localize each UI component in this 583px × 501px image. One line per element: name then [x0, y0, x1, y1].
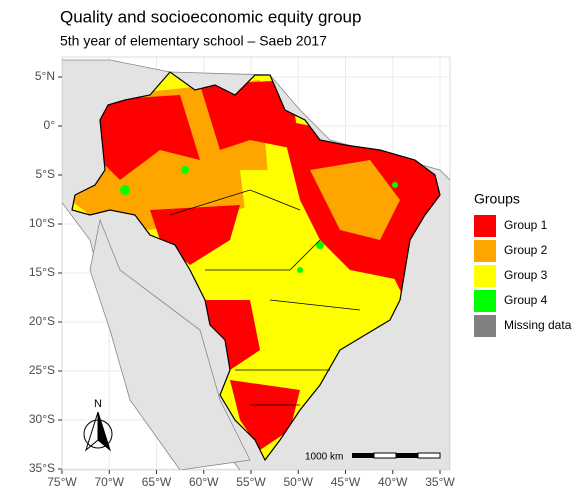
legend-swatch — [474, 215, 496, 237]
x-tick-label: 75°W — [47, 475, 77, 489]
legend-swatch — [474, 315, 496, 337]
legend-swatch — [474, 265, 496, 287]
y-tick-label: 15°S — [29, 265, 55, 279]
legend: Groups Group 1 Group 2 Group 3 Group 4 Missi… — [474, 191, 572, 337]
scale-label: 1000 km — [305, 452, 343, 463]
x-tick-label: 70°W — [95, 475, 125, 489]
legend-swatch — [474, 290, 496, 312]
x-tick-label: 60°W — [189, 475, 219, 489]
x-tick-label: 45°W — [331, 475, 361, 489]
y-tick-label: 30°S — [29, 412, 55, 426]
x-tick-label: 65°W — [142, 475, 172, 489]
legend-label: Group 3 — [504, 268, 548, 282]
y-tick-label: 5°S — [36, 167, 55, 181]
y-tick-label: 20°S — [29, 314, 55, 328]
north-label: N — [94, 398, 102, 410]
map-panel: N 1000 km — [62, 57, 450, 470]
x-tick-label: 50°W — [284, 475, 314, 489]
legend-title: Groups — [474, 191, 520, 207]
legend-label: Missing data — [504, 318, 572, 332]
y-tick-label: 0° — [44, 118, 56, 132]
title: Quality and socioeconomic equity group — [60, 7, 361, 26]
y-tick-label: 35°S — [29, 461, 55, 475]
legend-label: Group 2 — [504, 243, 548, 257]
y-tick-label: 5°N — [35, 69, 55, 83]
y-tick-label: 25°S — [29, 363, 55, 377]
legend-label: Group 1 — [504, 218, 548, 232]
x-tick-label: 40°W — [378, 475, 408, 489]
subtitle: 5th year of elementary school – Saeb 201… — [60, 33, 327, 49]
y-tick-label: 10°S — [29, 216, 55, 230]
north-arrow: N — [83, 398, 113, 452]
x-tick-label: 55°W — [236, 475, 266, 489]
legend-label: Group 4 — [504, 293, 548, 307]
scale-bar: 1000 km — [305, 452, 441, 463]
legend-swatch — [474, 240, 496, 262]
x-tick-label: 35°W — [425, 475, 455, 489]
